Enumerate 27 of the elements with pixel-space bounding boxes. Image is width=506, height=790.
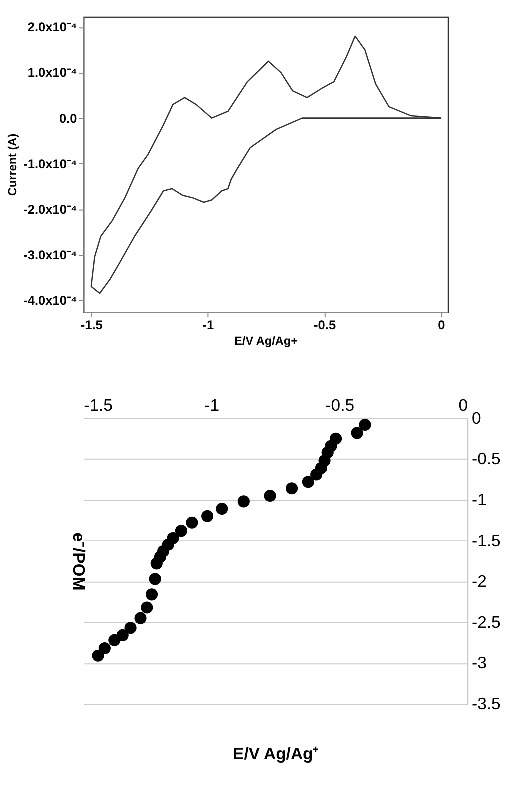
y-axis-title: Current (A) (6, 134, 20, 196)
y-tick-label: -2 (472, 572, 487, 592)
x-tick-label: 0 (438, 317, 446, 332)
y-tick-label: -0.5 (472, 450, 501, 469)
x-tick-label: 0 (458, 396, 468, 416)
x-tick-label: -1.5 (80, 317, 103, 332)
y-tick-label: 0.0 (59, 110, 78, 126)
y-tick-label: -1.0x10⁻⁴ (24, 156, 78, 172)
x-axis-title: E/V Ag/Ag⁺ (233, 744, 320, 764)
y-tick-label: -1.5 (472, 531, 501, 550)
y-tick-label: -4.0x10⁻⁴ (24, 292, 78, 308)
x-tick-label: -1 (204, 396, 220, 416)
y-tick-label: 1.0x10⁻⁴ (28, 65, 78, 80)
x-axis-title: E/V Ag/Ag+ (234, 334, 298, 348)
y-tick-label: -3.0x10⁻⁴ (24, 247, 78, 262)
y-tick-label: 0 (472, 408, 482, 428)
y-tick-label: -2.5 (472, 612, 501, 632)
x-tick-label: -1.5 (84, 396, 113, 416)
y-axis-title: e⁻/POM (69, 532, 88, 591)
x-tick-label: -0.5 (326, 396, 355, 416)
x-tick-label: -1 (202, 317, 214, 332)
y-tick-label: -2.0x10⁻⁴ (24, 202, 78, 217)
x-tick-label: -0.5 (314, 317, 336, 332)
y-tick-label: -1 (472, 490, 487, 510)
y-tick-label: -3 (472, 654, 487, 673)
y-tick-label: 2.0x10⁻⁴ (28, 20, 78, 35)
y-tick-label: -3.5 (472, 694, 501, 714)
